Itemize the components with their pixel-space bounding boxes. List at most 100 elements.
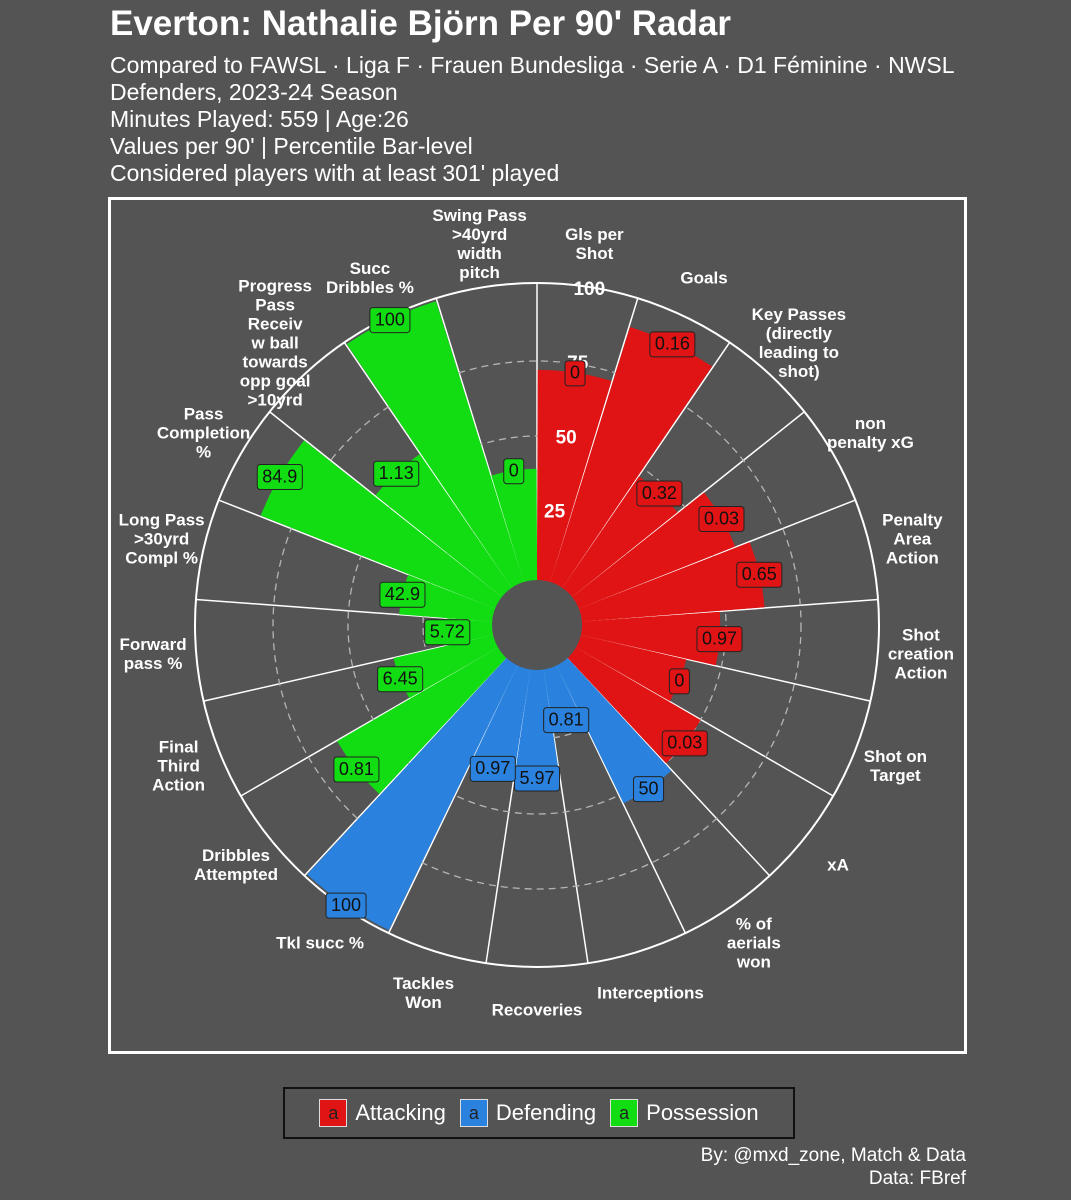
value-label-box (698, 506, 745, 532)
category-label: Penalty Area Action (882, 510, 943, 568)
value-label: 100 (369, 307, 411, 334)
category-label: Succ Dribbles % (326, 259, 414, 298)
center-hole (492, 580, 582, 670)
value-label-text: 42.9 (385, 584, 420, 604)
legend-key: a (319, 1099, 348, 1127)
legend-key: a (459, 1099, 488, 1127)
value-label-box (424, 619, 471, 646)
r-tick-label: 100 (573, 279, 605, 300)
caption: By: @mxd_zone, Match & Data (700, 1145, 966, 1166)
category-label: Tkl succ % (276, 933, 365, 953)
value-label-text: 1.13 (379, 463, 414, 483)
value-label: 5.97 (513, 765, 561, 792)
subtitle: Defenders, 2023-24 Season (110, 79, 398, 105)
value-label: 0.97 (696, 626, 743, 653)
legend: a Attacking a Defending a Possession (283, 1087, 795, 1139)
value-label-box (379, 581, 426, 608)
category-label: Long Pass >30yrd Compl % (118, 510, 205, 568)
value-label: 0.03 (661, 730, 708, 757)
legend-item: a Attacking (319, 1099, 446, 1127)
value-label-box (373, 460, 420, 487)
value-label-box (543, 707, 590, 734)
value-label: 0.81 (543, 707, 590, 734)
value-label-text: 100 (375, 309, 405, 329)
value-label-box (636, 480, 683, 507)
value-label-text: 0.81 (339, 759, 374, 779)
spoke (269, 411, 503, 598)
value-label: 0.97 (469, 755, 516, 782)
value-label: 0.16 (649, 331, 696, 358)
spoke (575, 646, 834, 797)
value-label-box (369, 307, 411, 334)
spoke (203, 634, 494, 702)
r-tick-label: 25 (544, 501, 566, 522)
panel-border (108, 197, 967, 1054)
value-label-text: 5.72 (430, 621, 465, 641)
value-label-box (661, 730, 708, 757)
value-label: 42.9 (379, 581, 426, 608)
value-label-text: 0.03 (704, 508, 739, 528)
category-label: Shot creation Action (887, 625, 954, 683)
value-label-box (333, 756, 380, 783)
subtitle: Compared to FAWSL · Liga F · Frauen Bund… (110, 52, 955, 78)
grid-ring (194, 282, 880, 968)
legend-label: Possession (646, 1100, 759, 1125)
chart-title: Everton: Nathalie Björn Per 90' Radar (110, 4, 732, 43)
spoke (485, 669, 532, 964)
value-label: 100 (325, 892, 367, 919)
spoke (303, 657, 507, 877)
category-label: Forward pass % (119, 634, 187, 673)
category-label: Pass Completion % (156, 404, 251, 461)
category-label: non penalty xG (826, 413, 914, 452)
value-label: 50 (633, 776, 665, 803)
spoke (218, 499, 496, 610)
value-label-box (649, 331, 696, 358)
category-label: xA (827, 855, 849, 875)
spoke (387, 665, 519, 934)
value-label-box (633, 776, 665, 803)
spoke (561, 342, 731, 589)
subtitle: Values per 90' | Percentile Bar-level (110, 133, 473, 159)
value-label-text: 0.81 (549, 709, 584, 729)
category-label: Gls per Shot (565, 225, 624, 264)
value-label-box (564, 360, 586, 387)
category-label: Interceptions (597, 983, 704, 1003)
category-label: % of aerials won (726, 914, 781, 972)
value-label: 5.72 (424, 619, 471, 646)
spoke (571, 411, 805, 598)
value-label: 6.45 (377, 666, 424, 693)
legend-item: a Possession (610, 1099, 759, 1127)
spoke (549, 297, 639, 583)
value-label-box (469, 755, 516, 782)
legend-key: a (610, 1099, 639, 1127)
caption: Data: FBref (868, 1168, 966, 1189)
spoke (195, 598, 493, 623)
value-label: 0 (668, 668, 690, 695)
category-label: Recoveries (491, 1000, 583, 1020)
value-label-text: 6.45 (383, 668, 418, 688)
subtitle: Minutes Played: 559 | Age:26 (110, 106, 409, 132)
grid-ring (272, 360, 802, 890)
spoke (567, 657, 771, 877)
legend-label: Attacking (355, 1100, 446, 1125)
value-label: 0 (503, 458, 525, 485)
subtitle: Considered players with at least 301' pl… (110, 160, 560, 186)
legend-label: Defending (495, 1100, 597, 1125)
legend-item: a Defending (459, 1099, 597, 1127)
spoke (240, 646, 499, 797)
value-label-box (736, 561, 783, 588)
value-label-box (256, 464, 303, 490)
value-label: 0.65 (736, 561, 783, 588)
value-label: 0 (564, 360, 586, 387)
value-label-box (696, 626, 743, 653)
value-label-text: 5.97 (519, 768, 554, 788)
category-label: Final Third Action (152, 737, 206, 795)
category-label: Swing Pass >40yrd width pitch (432, 206, 527, 283)
value-label: 1.13 (373, 460, 420, 487)
category-label: Shot on Target (863, 746, 928, 785)
category-label: Progress Pass Receiv w ball towards opp … (238, 276, 312, 410)
value-label-text: 84.9 (262, 466, 297, 486)
value-label: 0.32 (636, 480, 683, 507)
value-label-text: 50 (639, 778, 659, 798)
